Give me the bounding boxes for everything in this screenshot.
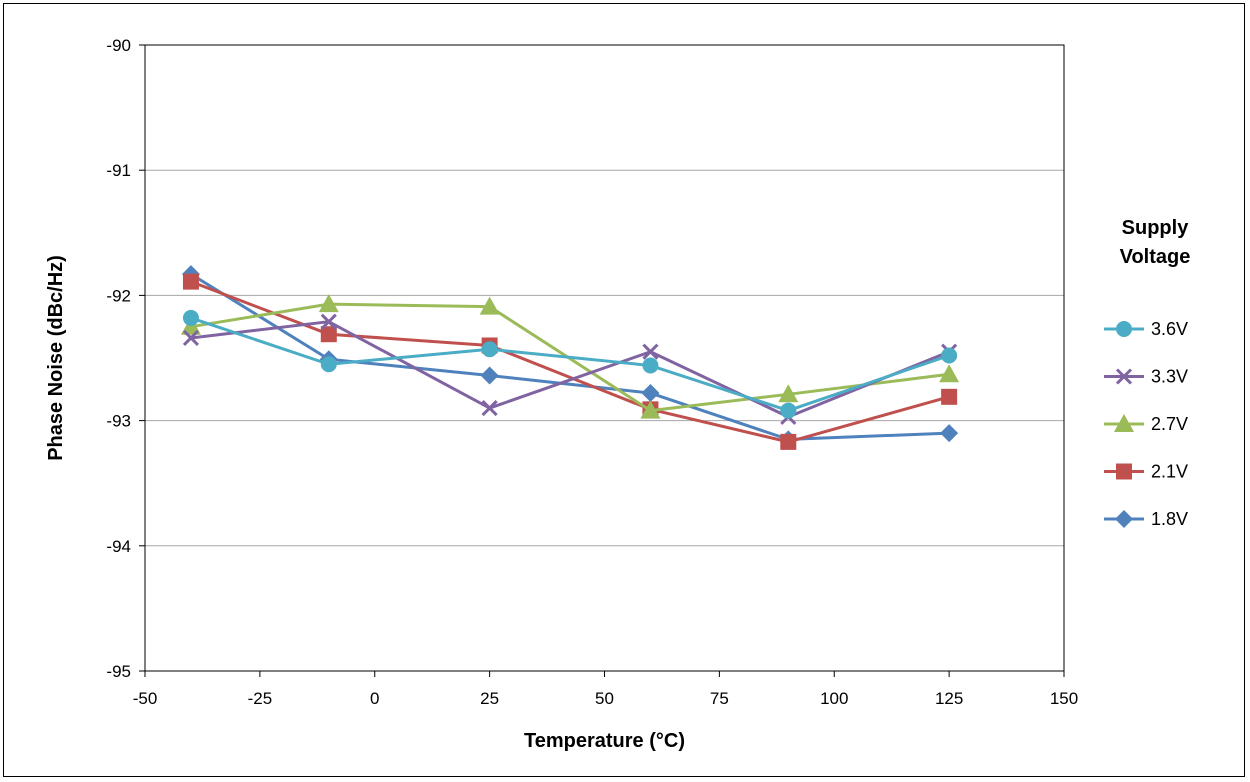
x-axis-ticks: -50 -25 0 25 50 75 100 125 150 [133, 671, 1078, 708]
x-tick-label: 25 [480, 689, 499, 708]
data-point [641, 384, 660, 403]
data-point [320, 326, 337, 343]
x-tick-label: 50 [595, 689, 614, 708]
data-point [182, 329, 200, 347]
y-axis-ticks: -95 -94 -93 -92 -91 -90 [106, 36, 145, 681]
gridlines [145, 169, 1064, 547]
legend-item: 2.7V [1104, 414, 1188, 434]
series-line [190, 272, 950, 441]
legend-marker [1116, 321, 1132, 337]
series-line [190, 320, 950, 419]
data-point [940, 424, 959, 443]
legend: Supply Voltage 3.6V 3.3V 2.7V 2.1V 1.8V [1104, 217, 1190, 529]
y-tick-label: -90 [106, 36, 131, 55]
legend-marker [1115, 368, 1133, 385]
y-tick-label: -92 [106, 286, 131, 305]
x-tick-label: 75 [710, 689, 729, 708]
legend-item: 2.1V [1104, 462, 1188, 482]
data-point [642, 357, 659, 374]
legend-marker [1114, 414, 1134, 432]
legend-label: 1.8V [1151, 509, 1188, 529]
series-line [190, 316, 950, 413]
plot-area [144, 44, 1065, 672]
data-point [481, 400, 498, 417]
data-point [481, 341, 498, 358]
legend-label: 3.3V [1151, 367, 1188, 387]
x-tick-label: 150 [1050, 689, 1078, 708]
data-point [939, 364, 960, 383]
legend-item: 1.8V [1104, 509, 1188, 529]
legend-label: 2.1V [1151, 462, 1188, 482]
data-point [941, 347, 958, 364]
legend-marker [1116, 463, 1132, 480]
data-point [642, 343, 659, 360]
data-point [778, 384, 799, 403]
series-2.1V [182, 273, 958, 450]
data-point [318, 294, 339, 313]
data-point [480, 366, 499, 385]
x-tick-label: 0 [370, 689, 379, 708]
y-tick-label: -91 [106, 161, 131, 180]
data-series [180, 265, 960, 450]
legend-item: 3.6V [1104, 319, 1188, 339]
data-point [320, 313, 337, 330]
y-tick-label: -95 [106, 662, 131, 681]
legend-item: 3.3V [1104, 367, 1188, 387]
series-line [190, 280, 950, 444]
data-point [320, 356, 337, 373]
y-axis-title: Phase Noise (dBc/Hz) [45, 255, 67, 461]
data-point [780, 433, 797, 450]
x-tick-label: 100 [820, 689, 848, 708]
legend-label: 2.7V [1151, 414, 1188, 434]
x-axis-title: Temperature (°C) [524, 730, 685, 752]
series-3.6V [182, 309, 958, 419]
legend-marker [1115, 510, 1133, 528]
legend-title-line-1: Supply [1122, 217, 1190, 239]
x-tick-label: -25 [248, 689, 273, 708]
x-tick-label: -50 [133, 689, 158, 708]
y-tick-label: -94 [106, 537, 131, 556]
data-point [780, 402, 797, 419]
legend-title-line-2: Voltage [1120, 246, 1191, 268]
series-3.3V [182, 313, 958, 425]
x-tick-label: 125 [935, 689, 963, 708]
data-point [479, 296, 500, 315]
data-point [640, 400, 661, 419]
legend-items: 3.6V 3.3V 2.7V 2.1V 1.8V [1104, 319, 1188, 529]
data-point [941, 388, 958, 405]
legend-label: 3.6V [1151, 319, 1188, 339]
data-point [182, 273, 199, 290]
data-point [182, 309, 199, 326]
y-tick-label: -93 [106, 412, 131, 431]
